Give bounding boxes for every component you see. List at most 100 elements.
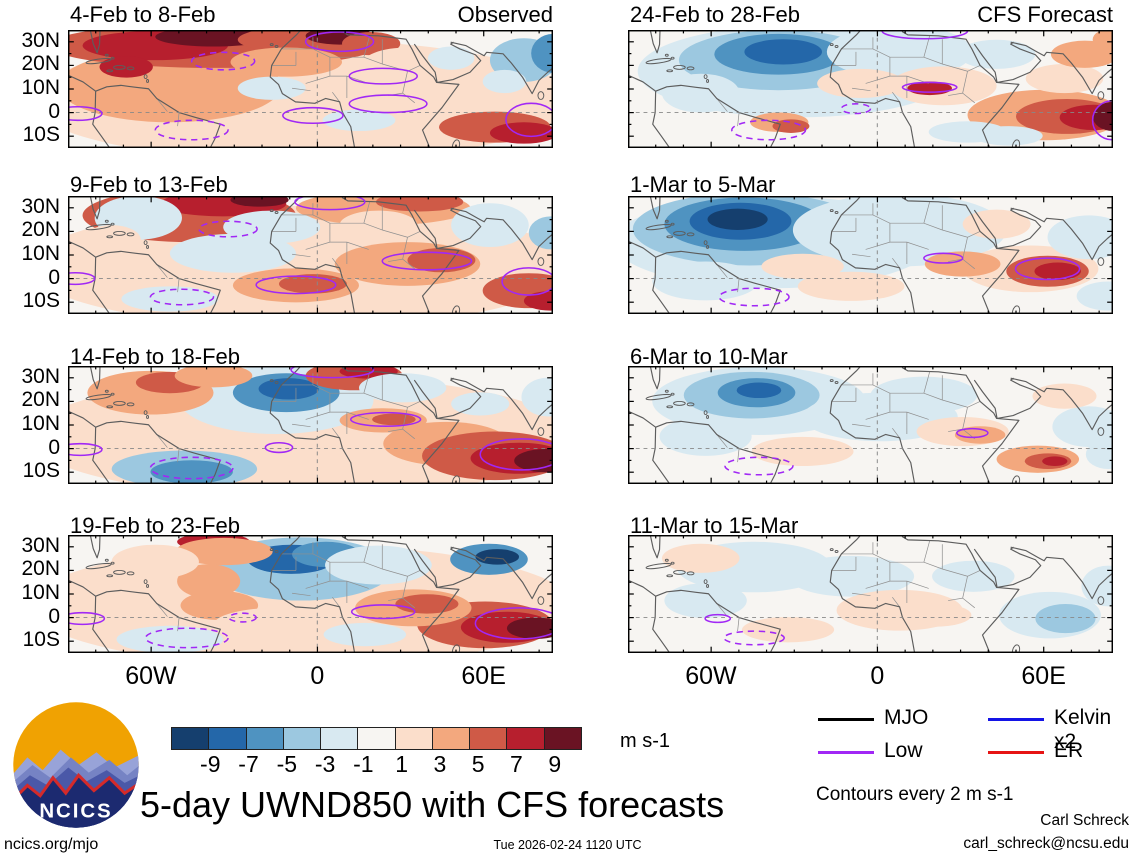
island-outline — [104, 53, 109, 57]
wave-contour — [154, 119, 229, 141]
island-outline — [106, 574, 114, 578]
anomaly-blob — [506, 617, 553, 639]
colorbar-tick-label: -1 — [353, 751, 374, 777]
anomaly-blob — [744, 39, 822, 65]
island-outline — [146, 245, 149, 249]
wave-contour — [923, 252, 964, 264]
island-outline — [834, 381, 839, 384]
island-outline — [834, 550, 839, 553]
island-outline — [673, 230, 686, 236]
island-outline — [666, 405, 674, 409]
panel-title-row: 6-Mar to 10-Mar — [630, 344, 1113, 370]
panel-title-row: 9-Feb to 13-Feb — [70, 172, 553, 198]
island-outline — [143, 410, 148, 416]
colorbar-cell — [282, 727, 322, 750]
x-axis-label: 0 — [310, 662, 325, 690]
anomaly-blob — [1050, 40, 1113, 68]
anomaly-blob — [174, 366, 253, 388]
country-borders — [716, 371, 981, 463]
map-panel-r2c1 — [628, 366, 1113, 484]
legend-line-er — [988, 751, 1044, 754]
island-outline — [106, 405, 114, 409]
y-axis-label: 0 — [48, 99, 60, 123]
x-axis-label: 60E — [461, 662, 506, 690]
island-outline — [1011, 644, 1021, 653]
island-outline — [673, 400, 686, 406]
coastline — [628, 196, 1113, 314]
credit-name: Carl Schreck — [1040, 812, 1129, 829]
wave-contour — [68, 271, 96, 286]
panel-source-tag: CFS Forecast — [977, 2, 1113, 27]
wave-contour — [190, 51, 256, 71]
colorbar-cell — [357, 727, 396, 750]
island-outline — [537, 596, 545, 605]
island-outline — [645, 562, 672, 570]
anomaly-blob — [475, 549, 520, 565]
map-panel-r2c0 — [68, 366, 553, 484]
island-outline — [1097, 596, 1105, 605]
y-axis-label: 0 — [48, 265, 60, 289]
country-borders — [156, 540, 421, 632]
credit-email: carl_schreck@ncsu.edu — [963, 835, 1129, 852]
colorbar-tick-label: 1 — [395, 751, 409, 777]
anomaly-blob — [489, 122, 553, 144]
island-outline — [126, 402, 135, 407]
colorbar-cell — [506, 727, 545, 750]
wave-contour — [381, 251, 473, 271]
panel-frame — [68, 535, 553, 653]
anomaly-blob — [1032, 383, 1097, 409]
colorbar-cell — [171, 727, 210, 750]
island-outline — [113, 230, 126, 236]
anomaly-blob — [230, 47, 343, 77]
island-outline — [274, 45, 279, 48]
island-outline — [85, 223, 112, 231]
wave-contour — [840, 103, 872, 115]
anomaly-blob — [451, 203, 529, 247]
island-outline — [85, 393, 112, 401]
wave-contour — [255, 275, 337, 295]
anomaly-blob — [736, 382, 782, 399]
anomaly-blob — [359, 373, 447, 403]
colorbar-cell — [245, 727, 284, 750]
anomaly-blob — [407, 247, 476, 273]
anomaly-blob — [761, 253, 844, 280]
colorbar-cell — [431, 727, 471, 750]
island-outline — [645, 223, 672, 231]
anomaly-blob — [258, 378, 319, 400]
panel-date-label: 4-Feb to 8-Feb — [70, 2, 216, 27]
anomaly-blob — [954, 426, 1006, 444]
anomaly-blob — [325, 545, 432, 585]
anomaly-blob — [99, 56, 153, 78]
anomaly-blob — [375, 196, 464, 212]
logo-text: NCICS — [39, 799, 112, 822]
island-outline — [834, 45, 839, 48]
anomaly-blob — [116, 625, 224, 653]
island-outline — [126, 571, 135, 576]
coastline — [628, 30, 1113, 148]
island-outline — [85, 562, 112, 570]
anomaly-blob — [1092, 30, 1113, 52]
island-outline — [110, 561, 115, 565]
island-outline — [670, 56, 675, 60]
anomaly-blob — [932, 560, 1015, 592]
anomaly-blob — [528, 216, 553, 250]
island-outline — [1097, 427, 1105, 436]
panel-date-label: 9-Feb to 13-Feb — [70, 172, 228, 197]
anomaly-blob — [652, 261, 759, 301]
anomaly-blob — [339, 210, 418, 240]
wave-contour — [348, 94, 428, 114]
wave-contour — [501, 267, 553, 296]
panel-date-label: 24-Feb to 28-Feb — [630, 2, 800, 27]
island-outline — [104, 219, 109, 223]
island-outline — [146, 79, 149, 83]
island-outline — [451, 139, 461, 148]
anomaly-blob — [521, 377, 553, 417]
anomaly-blob — [962, 209, 1031, 239]
island-outline — [269, 548, 274, 552]
island-outline — [834, 211, 839, 214]
island-outline — [666, 69, 674, 73]
island-outline — [666, 574, 674, 578]
wave-contour — [704, 613, 732, 624]
wave-contour — [724, 456, 794, 476]
country-borders — [156, 371, 421, 463]
